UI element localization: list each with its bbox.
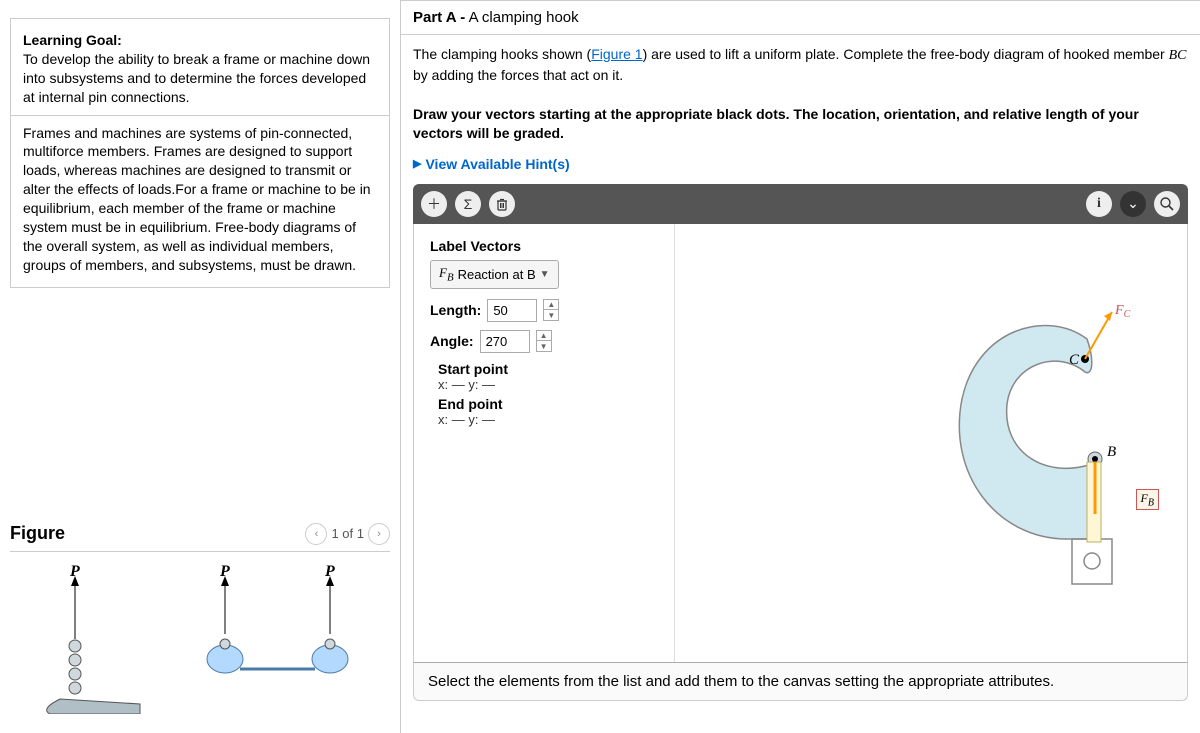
svg-text:B: B bbox=[1107, 444, 1116, 460]
figure-prev-button[interactable]: ‹ bbox=[305, 523, 327, 545]
delete-button[interactable] bbox=[489, 191, 515, 217]
angle-spinner[interactable]: ▲▼ bbox=[536, 330, 552, 352]
end-point-label: End point bbox=[438, 396, 658, 412]
hook-diagram: C FC B bbox=[917, 284, 1167, 614]
sum-button[interactable]: Σ bbox=[455, 191, 481, 217]
svg-text:P: P bbox=[219, 564, 230, 580]
figure-image: P P P bbox=[10, 552, 390, 714]
learning-goal-box: Learning Goal: To develop the ability to… bbox=[10, 18, 390, 288]
learning-goal-theory: Frames and machines are systems of pin-c… bbox=[23, 125, 371, 273]
zoom-button[interactable] bbox=[1154, 191, 1180, 217]
angle-label: Angle: bbox=[430, 333, 474, 349]
label-vectors-heading: Label Vectors bbox=[430, 238, 658, 254]
learning-goal-heading: Learning Goal: bbox=[23, 32, 122, 48]
svg-text:FC: FC bbox=[1114, 303, 1131, 320]
length-label: Length: bbox=[430, 302, 481, 318]
figure-title: Figure bbox=[10, 523, 65, 544]
figure-next-button[interactable]: › bbox=[368, 523, 390, 545]
part-title: Part A - A clamping hook bbox=[401, 0, 1200, 35]
start-point-label: Start point bbox=[438, 361, 658, 377]
info-button[interactable]: i bbox=[1086, 191, 1112, 217]
collapse-button[interactable]: ⌄ bbox=[1120, 191, 1146, 217]
svg-text:P: P bbox=[324, 564, 335, 580]
learning-goal-body: To develop the ability to break a frame … bbox=[23, 51, 370, 105]
svg-text:P: P bbox=[69, 564, 80, 580]
drawing-canvas[interactable]: C FC B bbox=[674, 224, 1187, 662]
vector-properties-panel: Label Vectors FB Reaction at B ▼ Length:… bbox=[414, 224, 674, 662]
end-point-coords: x: — y: — bbox=[438, 412, 658, 427]
start-point-coords: x: — y: — bbox=[438, 377, 658, 392]
figure-counter: 1 of 1 bbox=[331, 526, 364, 541]
figure-link[interactable]: Figure 1 bbox=[591, 46, 642, 62]
canvas-instruction: Select the elements from the list and ad… bbox=[413, 662, 1188, 701]
canvas-toolbar: ＋ Σ i ⌄ bbox=[413, 184, 1188, 224]
angle-input[interactable] bbox=[480, 330, 530, 353]
vector-selector[interactable]: FB Reaction at B ▼ bbox=[430, 260, 559, 289]
length-input[interactable] bbox=[487, 299, 537, 322]
chevron-right-icon: ▶ bbox=[413, 157, 421, 170]
chevron-down-icon: ▼ bbox=[540, 269, 550, 280]
problem-prompt: The clamping hooks shown (Figure 1) are … bbox=[401, 35, 1200, 148]
length-spinner[interactable]: ▲▼ bbox=[543, 299, 559, 321]
hints-toggle[interactable]: ▶ View Available Hint(s) bbox=[401, 148, 1200, 180]
svg-text:C: C bbox=[1069, 352, 1080, 368]
fb-vector-label[interactable]: FB bbox=[1136, 489, 1159, 510]
add-vector-button[interactable]: ＋ bbox=[421, 191, 447, 217]
